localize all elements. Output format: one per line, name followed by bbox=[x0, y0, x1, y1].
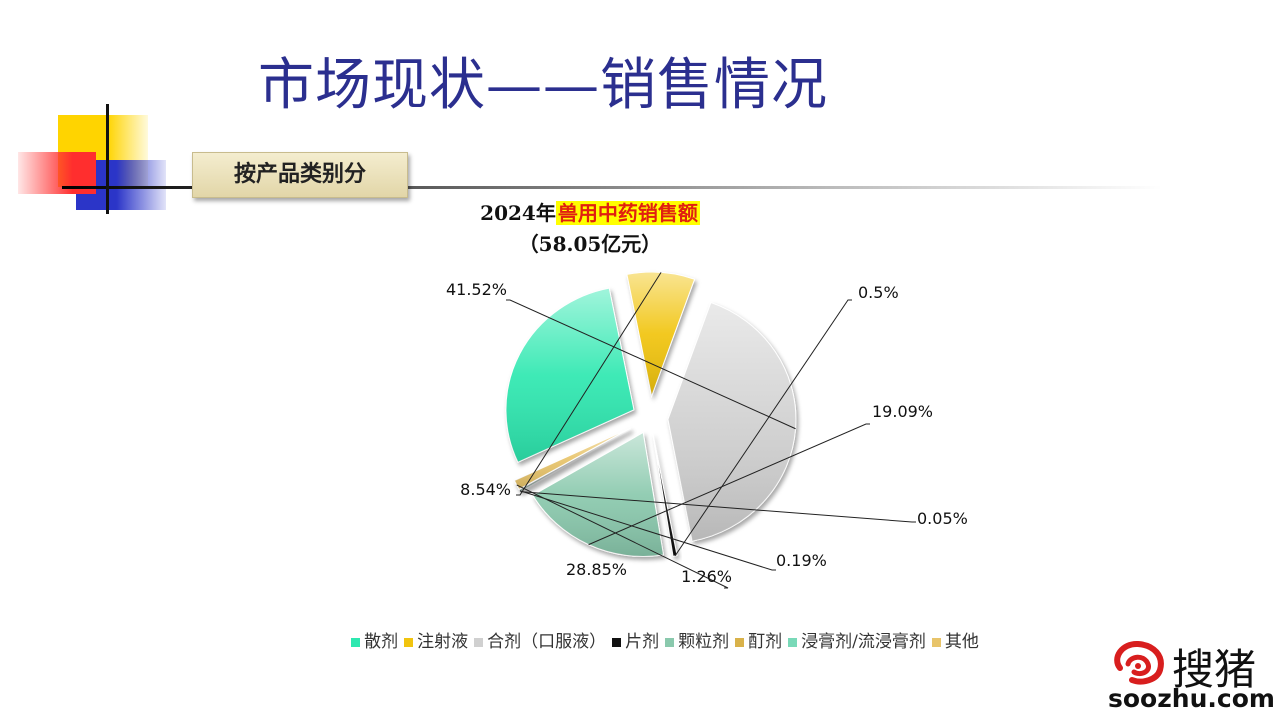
legend-item-8: 其他 bbox=[931, 627, 979, 652]
pie-data-labels: 28.85% 8.54% 41.52% 0.5% 19.09% 0.05% 0.19% 1.2… bbox=[446, 280, 968, 586]
watermark-brand: 搜猪 bbox=[1172, 645, 1257, 694]
data-label-6: 0.05% bbox=[917, 509, 968, 528]
data-label-8: 1.26% bbox=[681, 567, 732, 586]
leader-line-8 bbox=[516, 484, 729, 589]
pie-slice-gloss-8 bbox=[514, 428, 631, 490]
section-tag: 按产品类别分 bbox=[192, 152, 408, 198]
leader-line-6 bbox=[520, 491, 916, 523]
legend-swatch-4 bbox=[612, 638, 622, 647]
slide-title: 市场现状——销售情况 bbox=[258, 53, 828, 118]
legend-item-3: 合剂（口服液） bbox=[474, 627, 606, 652]
chart-title: 2024年 兽用中药销售额 bbox=[0, 197, 1180, 226]
leader-line-4 bbox=[674, 299, 852, 557]
legend-item-5: 颗粒剂 bbox=[665, 627, 729, 652]
legend-swatch-2 bbox=[404, 638, 414, 647]
legend-item-4: 片剂 bbox=[612, 627, 659, 652]
legend-label-3: 合剂（口服液） bbox=[487, 632, 607, 652]
legend-item-7: 浸膏剂/流浸膏剂 bbox=[788, 627, 926, 652]
legend-item-2: 注射液 bbox=[404, 627, 468, 652]
watermark-url: soozhu.com bbox=[1108, 684, 1275, 713]
leader-line-7 bbox=[519, 490, 776, 571]
pie-leader-lines bbox=[506, 272, 916, 589]
pie-slice-gloss-1 bbox=[505, 288, 634, 463]
legend-label-1: 散剂 bbox=[364, 632, 399, 652]
legend-swatch-7 bbox=[788, 638, 798, 647]
chart-subtitle: （58.05亿元） bbox=[518, 232, 662, 256]
deco-vertical-line bbox=[106, 104, 109, 214]
legend-item-1: 散剂 bbox=[351, 627, 398, 652]
data-label-1: 28.85% bbox=[566, 560, 627, 579]
legend-swatch-3 bbox=[474, 638, 484, 647]
leader-line-3 bbox=[506, 299, 796, 430]
soozhu-logo-icon bbox=[1114, 641, 1164, 685]
legend-label-6: 酊剂 bbox=[748, 632, 783, 652]
data-label-7: 0.19% bbox=[776, 551, 827, 570]
chart-title-year: 2024年 bbox=[480, 201, 556, 225]
legend-item-6: 酊剂 bbox=[735, 627, 782, 652]
header-rule bbox=[62, 186, 1162, 189]
legend-swatch-1 bbox=[351, 638, 361, 647]
pie-slice-gloss-2 bbox=[626, 272, 695, 397]
legend-label-7: 浸膏剂/流浸膏剂 bbox=[801, 632, 926, 652]
chart-legend: 散剂 注射液 合剂（口服液） 片剂 颗粒剂 酊剂 浸膏剂/流浸膏剂 其他 bbox=[0, 627, 1280, 652]
data-label-4: 0.5% bbox=[858, 283, 899, 302]
legend-swatch-5 bbox=[665, 638, 675, 647]
pie-slice-gloss-3 bbox=[667, 302, 796, 542]
chart-title-highlight: 兽用中药销售额 bbox=[555, 201, 700, 225]
legend-label-8: 其他 bbox=[944, 632, 979, 652]
legend-label-4: 片剂 bbox=[625, 632, 660, 652]
legend-label-2: 注射液 bbox=[417, 632, 469, 652]
legend-swatch-6 bbox=[735, 638, 745, 647]
legend-swatch-8 bbox=[931, 638, 941, 647]
legend-label-5: 颗粒剂 bbox=[678, 632, 730, 652]
data-label-5: 19.09% bbox=[872, 402, 933, 421]
pie-slices bbox=[505, 271, 797, 557]
pie-slice-gloss-7 bbox=[519, 428, 631, 492]
pie-slice-gloss-4 bbox=[652, 433, 678, 557]
soozhu-watermark: 搜猪 soozhu.com bbox=[1108, 638, 1278, 718]
data-label-2: 8.54% bbox=[460, 480, 511, 499]
data-label-3: 41.52% bbox=[446, 280, 507, 299]
